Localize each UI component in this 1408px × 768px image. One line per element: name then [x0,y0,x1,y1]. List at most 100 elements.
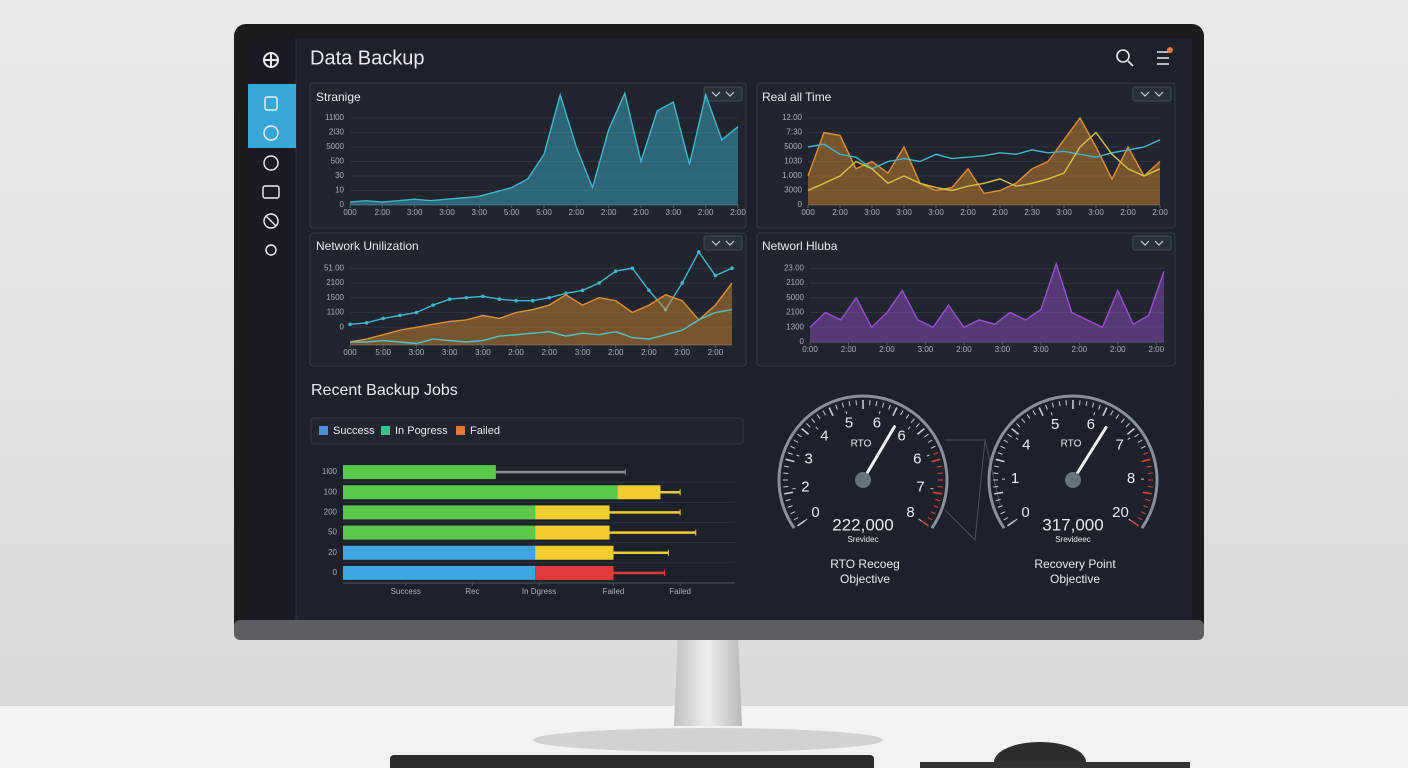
gauge-minor-tick [811,418,816,423]
gauge-minor-tick [933,505,939,508]
x-tick-label: 5:00 [536,208,552,217]
gauge-minor-tick [848,401,851,407]
x-tick-label: 3:00 [475,348,491,357]
gauge-needle [1071,426,1108,482]
gauge-label: 4 [820,428,828,445]
y-tick-label: 0 [798,200,803,209]
bar-segment [343,525,536,540]
search-button[interactable] [1116,49,1130,63]
gauge-minor-tick [801,427,810,435]
legend-swatch [381,426,390,435]
mouse-pad [920,762,1190,768]
point [431,303,435,307]
menu-button[interactable] [1157,51,1169,65]
gauge-connector [944,439,1001,542]
gauge-minor-tick [920,520,929,527]
gauge-minor-tick [822,410,826,416]
gauge-ring [987,394,1159,530]
gauge-minor-tick [797,433,802,438]
sidebar-active[interactable] [248,84,296,148]
notification-dot [1167,47,1173,53]
dropdown[interactable] [703,235,743,251]
gauge-minor-tick [1145,498,1151,502]
bar-segment [535,565,614,580]
point [647,288,651,293]
x-tick-label: Failed [669,587,691,596]
point [663,307,668,312]
bar-segment [613,551,669,554]
x-tick-label: 3:00 [1056,208,1072,217]
y-tick-label: 50 [328,528,337,537]
dropdown[interactable] [1132,86,1172,102]
x-tick-label: 2:00 [641,348,657,357]
gauge-minor-tick [1120,418,1125,423]
x-tick-label: Rec [465,587,479,596]
line [807,116,1161,195]
legend-swatch [456,426,465,435]
chevron [1140,240,1164,246]
icon-block[interactable] [263,213,279,229]
icon-settings[interactable] [265,244,277,256]
gauge-minor-tick [1137,439,1143,443]
gauge-tick [1093,412,1096,416]
gauge-hub [1065,472,1081,488]
line [350,308,733,345]
gauge-minor-tick [1045,404,1048,410]
gauge-minor-tick [1000,511,1006,515]
gauge-caption: Objective [840,572,890,586]
y-tick-label: 11l00 [325,113,345,122]
bar-segment [495,470,626,474]
x-tick-label: 3:00 [896,208,912,217]
gauge-label: 6 [1087,416,1095,433]
monitor-chin [234,620,1204,640]
gauge-minor-tick [835,404,838,410]
icon-storage[interactable] [264,96,278,111]
gauge-minor-tick [1125,423,1130,428]
gauge-minor-tick [1102,407,1108,416]
dropdown[interactable] [703,86,743,102]
icon-folder[interactable] [262,185,280,199]
gauge-tick [1127,437,1131,441]
y-tick-label: 100 [324,487,338,496]
x-tick-label: 000 [343,348,357,357]
x-tick-label: 2:00 [569,208,585,217]
x-tick-label: 2:00 [1120,208,1136,217]
x-tick-label: 3:00 [1088,208,1104,217]
legend-label: Success [333,425,375,437]
gauge-minor-tick [784,491,794,495]
chart-title: Networl Hluba [762,239,838,253]
x-tick-label: 3:00 [918,345,934,354]
line [807,139,1161,170]
x-tick-label: 3:00 [439,208,455,217]
y-tick-label: 7:30 [786,128,802,137]
gauge-minor-tick [1038,407,1044,416]
point [530,298,535,303]
page-title: Data Backup [310,47,425,69]
gauge-tick [1014,518,1018,522]
line [809,261,1165,329]
gauge-sub: Srevidec [847,535,878,544]
panel-network-utilization [309,232,747,367]
logo[interactable] [263,52,279,68]
bar-segment [343,485,618,500]
gauge-minor-tick [1115,414,1120,419]
gauge-tick [845,410,848,415]
gauge-label-text: RTO [851,439,872,450]
point [630,266,635,271]
gauge-tick [815,426,819,430]
point [564,291,568,296]
gauge-minor-tick [995,458,1005,463]
gauge-tick [1050,412,1053,416]
bar-segment [535,525,610,540]
gauge-minor-tick [994,465,1000,468]
gauge-minor-tick [1003,517,1009,521]
icon-history[interactable] [263,125,279,141]
gauge-ring [777,394,949,530]
gauge-minor-tick [932,491,942,495]
icon-network[interactable] [263,155,279,171]
point [613,269,618,273]
gauge-label: 6 [913,451,921,468]
dropdown[interactable] [1132,235,1172,251]
x-tick-label: 2:00 [832,208,848,217]
point [348,322,352,327]
